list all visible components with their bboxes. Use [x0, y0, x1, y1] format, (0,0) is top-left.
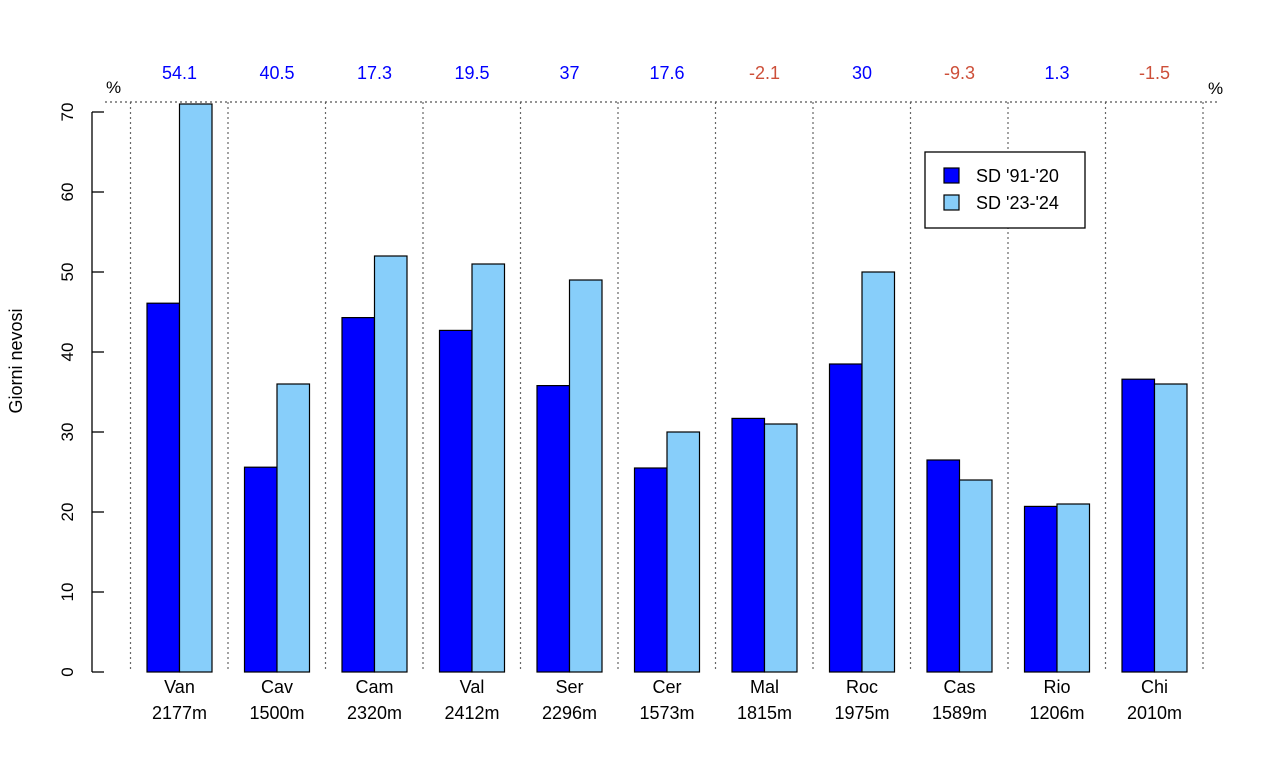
x-tick-label-elevation: 1975m — [834, 703, 889, 723]
bar-van-series-2 — [178, 103, 213, 673]
percent-change-label: 40.5 — [259, 63, 294, 83]
bar-val-series-1 — [438, 329, 473, 673]
legend-box — [924, 151, 1086, 229]
y-axis: 0 10 20 30 40 50 60 70 — [58, 103, 104, 677]
bar-chi-series-2 — [1153, 383, 1188, 673]
bar-cav-series-1 — [243, 466, 278, 673]
x-tick-label-station: Cer — [652, 677, 681, 697]
group-separators — [129, 102, 1204, 672]
x-tick-label-elevation: 2010m — [1127, 703, 1182, 723]
x-tick-label-elevation: 2177m — [152, 703, 207, 723]
bar-cas-series-1 — [926, 459, 961, 673]
percent-symbol-right: % — [1208, 79, 1223, 98]
x-tick-label-station: Van — [164, 677, 195, 697]
bar-rio-series-2 — [1056, 503, 1091, 673]
x-tick-label-elevation: 1500m — [249, 703, 304, 723]
x-tick-label-elevation: 2412m — [444, 703, 499, 723]
bar-mal-series-2 — [763, 423, 798, 673]
legend-label: SD '91-'20 — [976, 166, 1059, 186]
bar-cav-series-2 — [276, 383, 311, 673]
y-tick-label: 40 — [58, 343, 77, 362]
percent-symbol-left: % — [106, 78, 121, 97]
percent-change-label: 19.5 — [454, 63, 489, 83]
legend-label: SD '23-'24 — [976, 193, 1059, 213]
y-tick-label: 30 — [58, 423, 77, 442]
x-tick-label-station: Mal — [750, 677, 779, 697]
bar-roc-series-1 — [828, 363, 863, 673]
bar-chi-series-1 — [1121, 378, 1156, 673]
x-tick-label-station: Cav — [261, 677, 293, 697]
x-tick-label-station: Rio — [1043, 677, 1070, 697]
percent-change-label: 54.1 — [162, 63, 197, 83]
y-axis-label: Giorni nevosi — [6, 308, 26, 413]
percent-change-label: 30 — [852, 63, 872, 83]
bar-ser-series-1 — [536, 385, 571, 673]
x-tick-label-elevation: 2320m — [347, 703, 402, 723]
y-tick-label: 0 — [58, 667, 77, 676]
bar-cam-series-2 — [373, 255, 408, 673]
x-tick-label-station: Val — [460, 677, 485, 697]
bar-rio-series-1 — [1023, 505, 1058, 673]
x-tick-label-station: Chi — [1141, 677, 1168, 697]
percent-change-label: 1.3 — [1044, 63, 1069, 83]
legend-swatch — [943, 194, 960, 211]
legend-swatch — [943, 167, 960, 184]
legend: SD '91-'20 SD '23-'24 — [924, 151, 1086, 229]
bar-cas-series-2 — [958, 479, 993, 673]
bar-mal-series-1 — [731, 417, 766, 673]
x-tick-label-elevation: 1815m — [737, 703, 792, 723]
x-tick-label-station: Ser — [555, 677, 583, 697]
bar-roc-series-2 — [861, 271, 896, 673]
percent-change-label: 17.6 — [649, 63, 684, 83]
x-tick-label-elevation: 1206m — [1029, 703, 1084, 723]
percent-change-label: 37 — [559, 63, 579, 83]
x-tick-label-station: Roc — [846, 677, 878, 697]
percent-change-label: -9.3 — [944, 63, 975, 83]
y-tick-label: 20 — [58, 503, 77, 522]
percent-change-labels: 54.1 40.5 17.3 19.5 37 17.6 -2.1 30 -9.3 1.3 -1.5 — [162, 63, 1170, 83]
percent-change-label: 17.3 — [357, 63, 392, 83]
y-tick-label: 10 — [58, 583, 77, 602]
x-tick-label-elevation: 2296m — [542, 703, 597, 723]
bar-cer-series-1 — [633, 467, 668, 673]
bars — [146, 103, 1188, 673]
y-tick-label: 50 — [58, 263, 77, 282]
x-axis-labels: Van 2177m Cav 1500m Cam 2320m Val 2412m Ser 2296m… — [152, 677, 1182, 723]
y-tick-label: 70 — [58, 103, 77, 122]
percent-change-label: -2.1 — [749, 63, 780, 83]
bar-val-series-2 — [471, 263, 506, 673]
bar-cer-series-2 — [666, 431, 701, 673]
x-tick-label-station: Cam — [355, 677, 393, 697]
bar-ser-series-2 — [568, 279, 603, 673]
y-tick-label: 60 — [58, 183, 77, 202]
bar-cam-series-1 — [341, 317, 376, 673]
bar-van-series-1 — [146, 302, 181, 673]
x-tick-label-elevation: 1573m — [639, 703, 694, 723]
x-tick-label-elevation: 1589m — [932, 703, 987, 723]
x-tick-label-station: Cas — [943, 677, 975, 697]
percent-change-label: -1.5 — [1139, 63, 1170, 83]
